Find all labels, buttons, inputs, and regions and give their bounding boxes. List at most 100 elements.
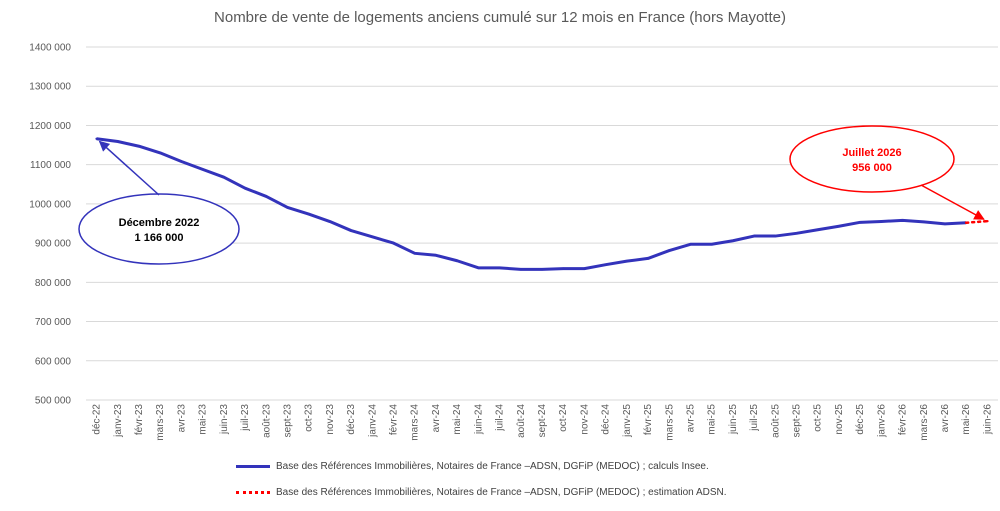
x-tick-label: juil-23 [240, 404, 251, 432]
callout-arrow [920, 184, 985, 220]
data-point [328, 220, 332, 223]
x-tick-label: nov-25 [834, 404, 845, 435]
x-tick-label: juil-24 [495, 404, 506, 432]
data-point [943, 222, 947, 226]
callout-ellipse [78, 193, 240, 265]
y-tick-label: 1000 000 [29, 199, 71, 210]
data-point [646, 257, 650, 260]
x-tick-label: févr-25 [643, 404, 654, 436]
legend-item-insee: Base des Références Immobilières, Notair… [236, 461, 709, 472]
x-tick-label: avr-25 [685, 404, 696, 433]
x-tick-label: juil-25 [749, 404, 760, 432]
callout-ellipse [789, 125, 955, 193]
data-point [201, 168, 204, 171]
chart-title: Nombre de vente de logements anciens cum… [214, 9, 786, 26]
x-tick-label: nov-23 [325, 404, 336, 435]
x-tick-label: mai-26 [961, 404, 972, 435]
data-point [349, 229, 353, 232]
data-point [498, 266, 501, 270]
data-point [752, 234, 756, 238]
series-line-0 [96, 137, 967, 271]
y-tick-label: 1400 000 [29, 43, 71, 54]
x-tick-label: mars-24 [410, 404, 421, 441]
x-tick-label: mai-23 [198, 404, 209, 435]
y-axis-ticks: 500 000 600 000 700 000 800 000 900 000 1000 … [29, 43, 71, 407]
x-tick-label: avr-23 [176, 404, 187, 433]
data-point [519, 268, 522, 271]
x-tick-label: janv-23 [113, 404, 124, 438]
callout-label: Décembre 2022 [119, 217, 200, 229]
callout-label: 1 166 000 [135, 232, 184, 244]
x-tick-label: févr-26 [898, 404, 909, 436]
data-point [837, 225, 841, 228]
x-tick-label: mai-25 [707, 404, 718, 435]
x-tick-label: juin-25 [728, 404, 739, 435]
data-point [265, 195, 268, 198]
x-tick-label: févr-24 [389, 404, 400, 436]
legend-swatch-solid [236, 465, 270, 468]
data-point [816, 228, 819, 231]
x-tick-label: sept-25 [792, 404, 803, 438]
data-point [243, 187, 247, 190]
y-tick-label: 500 000 [35, 396, 72, 407]
data-point [986, 219, 989, 223]
data-point [95, 137, 98, 140]
x-tick-label: déc-23 [346, 404, 357, 435]
data-point [307, 212, 310, 216]
data-point [392, 241, 395, 245]
legend-label-insee: Base des Références Immobilières, Notair… [276, 461, 709, 472]
x-tick-label: août-24 [516, 404, 527, 438]
data-point [668, 249, 671, 252]
x-tick-label: sept-24 [537, 404, 548, 438]
series-lines [95, 137, 989, 271]
data-point [710, 243, 713, 246]
x-tick-label: mars-25 [664, 404, 675, 441]
series-line-1 [964, 219, 989, 224]
data-point [116, 140, 120, 143]
x-tick-label: août-25 [770, 404, 781, 438]
x-tick-label: mai-24 [452, 404, 463, 435]
x-tick-label: déc-24 [601, 404, 612, 435]
data-point [137, 145, 141, 148]
x-tick-label: déc-25 [855, 404, 866, 435]
x-tick-label: mars-23 [155, 404, 166, 441]
legend-item-adsn: Base des Références Immobilières, Notair… [236, 487, 727, 498]
x-tick-label: janv-25 [622, 404, 633, 438]
data-point [604, 263, 607, 266]
data-point [477, 266, 480, 270]
callout-arrow [98, 140, 160, 196]
data-point [286, 206, 289, 209]
data-point [180, 160, 183, 163]
callout-label: Juillet 2026 [842, 147, 901, 159]
data-point [774, 234, 777, 238]
data-point [583, 267, 586, 270]
x-tick-label: avr-26 [940, 404, 951, 433]
y-tick-label: 800 000 [35, 278, 72, 289]
data-point [795, 232, 798, 235]
data-point [455, 259, 459, 262]
data-point [922, 220, 925, 224]
data-point [562, 267, 565, 270]
data-point [625, 259, 629, 263]
x-tick-label: janv-26 [876, 404, 887, 438]
callout-label: 956 000 [852, 162, 892, 174]
data-point [901, 219, 904, 222]
data-point [689, 243, 692, 246]
data-point [371, 235, 374, 239]
y-tick-label: 1100 000 [30, 160, 71, 171]
x-tick-label: juin-23 [219, 404, 230, 435]
x-tick-label: nov-24 [579, 404, 590, 435]
y-tick-label: 700 000 [35, 317, 72, 328]
data-point [434, 254, 438, 257]
x-tick-label: oct-24 [558, 404, 569, 432]
data-point [413, 252, 416, 255]
x-tick-label: août-23 [261, 404, 272, 438]
x-tick-label: avr-24 [431, 404, 442, 433]
data-point [159, 151, 162, 155]
data-point [858, 221, 862, 224]
x-tick-label: juin-26 [982, 404, 993, 435]
x-tick-label: mars-26 [919, 404, 930, 441]
data-point [880, 220, 883, 223]
x-tick-label: janv-24 [367, 404, 378, 438]
